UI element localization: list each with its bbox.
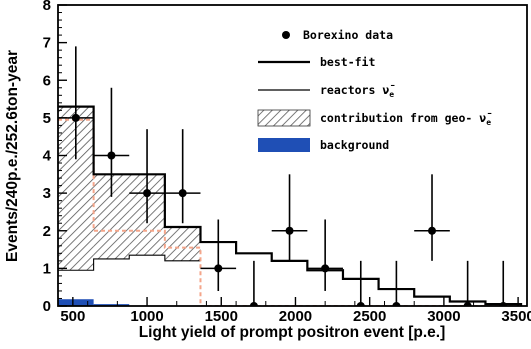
borexino-data-points xyxy=(58,46,508,306)
y-tick-label: 4 xyxy=(43,148,52,165)
background-bar xyxy=(93,304,130,306)
data-point xyxy=(271,174,308,261)
reactors-dashed-path xyxy=(58,118,522,306)
legend-geo-label: contribution from geo- ν̄e xyxy=(320,111,492,127)
data-point-marker xyxy=(143,189,152,198)
x-tick-label: 3000 xyxy=(427,308,460,325)
y-axis-title: Events/240p.e./252.6ton-year xyxy=(4,50,21,262)
legend-data-marker xyxy=(282,31,290,39)
data-point xyxy=(93,87,130,197)
geo-lower-edge xyxy=(58,254,201,271)
plot-frame xyxy=(57,4,528,307)
background-bar xyxy=(58,299,94,306)
data-point-marker xyxy=(107,151,116,160)
data-point xyxy=(129,129,165,224)
legend-reactors-label: reactors ν̄e xyxy=(320,83,395,99)
data-point-marker xyxy=(214,264,223,273)
x-tick-label: 2500 xyxy=(353,308,386,325)
y-tick-label: 1 xyxy=(43,260,51,277)
data-point xyxy=(200,219,237,291)
legend-background-swatch xyxy=(258,138,310,152)
y-tick-label: 0 xyxy=(43,298,51,315)
background-bars xyxy=(58,299,130,306)
data-point xyxy=(164,129,201,224)
y-tick-label: 8 xyxy=(43,0,51,14)
data-point-marker xyxy=(392,302,401,306)
y-tick-label: 5 xyxy=(43,110,51,127)
y-tick-label: 2 xyxy=(43,223,51,240)
y-tick-label: 6 xyxy=(43,72,51,89)
legend: Borexino data best-fit reactors ν̄e cont… xyxy=(257,28,492,152)
data-point-marker xyxy=(463,302,472,306)
x-tick-label: 2000 xyxy=(279,308,312,325)
reactors-dashed-line xyxy=(58,118,522,306)
data-point-marker xyxy=(321,264,330,273)
x-tick-label: 500 xyxy=(60,308,85,325)
best-fit-path xyxy=(58,105,523,306)
x-tick-label: 3500 xyxy=(501,308,531,325)
x-axis-title: Light yield of prompt positron event [p.… xyxy=(139,324,446,341)
legend-bestfit-label: best-fit xyxy=(320,55,375,69)
legend-geo-swatch xyxy=(257,109,311,127)
geo-bar xyxy=(164,226,201,261)
x-tick-label: 1000 xyxy=(130,308,163,325)
data-point-marker xyxy=(178,189,187,198)
y-tick-label: 7 xyxy=(43,35,51,52)
data-point-marker xyxy=(428,226,437,235)
plot-area xyxy=(58,46,523,306)
y-tick-label: 3 xyxy=(43,185,51,202)
geo-contribution-area xyxy=(58,106,201,271)
data-point xyxy=(392,260,401,306)
legend-background-label: background xyxy=(320,138,389,152)
axis-tick-labels: 500 1000 1500 2000 2500 3000 3500 0 1 2 3 4 5 6 7 8 xyxy=(43,0,531,325)
data-point-marker xyxy=(71,113,80,122)
data-point xyxy=(249,260,258,306)
data-point xyxy=(414,174,450,261)
data-point xyxy=(463,260,472,306)
x-tick-label: 1500 xyxy=(205,308,238,325)
data-point-marker xyxy=(356,302,365,306)
legend-data-label: Borexino data xyxy=(303,28,393,42)
data-point-marker xyxy=(249,302,258,306)
data-point-marker xyxy=(285,226,294,235)
data-point xyxy=(307,219,343,291)
best-fit-histogram xyxy=(58,105,523,306)
data-point xyxy=(356,260,365,306)
